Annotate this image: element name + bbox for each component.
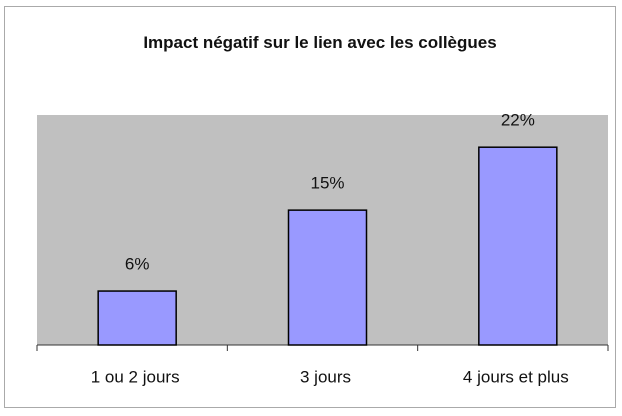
bar (287, 209, 368, 346)
value-label: 6% (125, 255, 150, 274)
x-tick-label: 4 jours et plus (463, 367, 569, 386)
bar (478, 146, 558, 346)
value-label: 22% (501, 111, 535, 130)
value-label: 15% (310, 174, 344, 193)
x-tick-label: 1 ou 2 jours (91, 367, 180, 386)
chart-title: Impact négatif sur le lien avec les coll… (143, 33, 497, 52)
x-tick-label: 3 jours (300, 367, 351, 386)
bar (97, 290, 177, 346)
